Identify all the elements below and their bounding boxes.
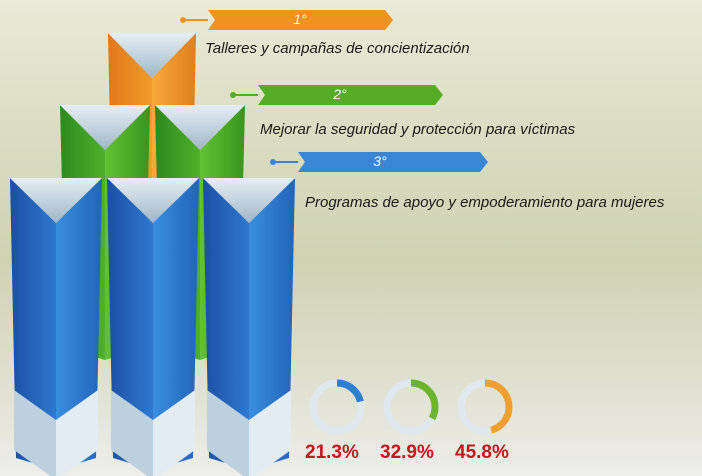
rank-badge: 3° [373, 153, 387, 169]
ribbon-dot [230, 92, 236, 98]
pillar-cap [107, 178, 199, 223]
pillar-cap [203, 178, 295, 223]
rank-badge: 1° [293, 11, 307, 27]
percent-label: 21.3% [305, 442, 359, 463]
pillar-cap [155, 105, 245, 150]
pillar-cap [60, 105, 150, 150]
ribbon-dot [270, 159, 276, 165]
rank-badge: 2° [333, 86, 347, 102]
pillar-base [207, 390, 249, 476]
donut-arc [457, 379, 513, 435]
ribbon [208, 10, 393, 30]
ribbon [258, 85, 443, 105]
percent-label: 45.8% [455, 442, 509, 463]
rank-label: Programas de apoyo y empoderamiento para… [305, 194, 665, 211]
rank-label: Mejorar la seguridad y protección para v… [260, 121, 576, 138]
pillar-cap [108, 33, 196, 78]
pillar-base [14, 390, 56, 476]
pillar-base [56, 390, 98, 476]
percent-label: 32.9% [380, 442, 434, 463]
ribbon [298, 152, 488, 172]
pillar-base [111, 390, 153, 476]
donut-arc [383, 379, 439, 435]
pillar-base [153, 390, 195, 476]
pillar-cap [10, 178, 102, 223]
ribbon-dot [180, 17, 186, 23]
pillar-base [249, 390, 291, 476]
donut-arc [309, 379, 365, 435]
rank-label: Talleres y campañas de concientización [205, 40, 470, 57]
